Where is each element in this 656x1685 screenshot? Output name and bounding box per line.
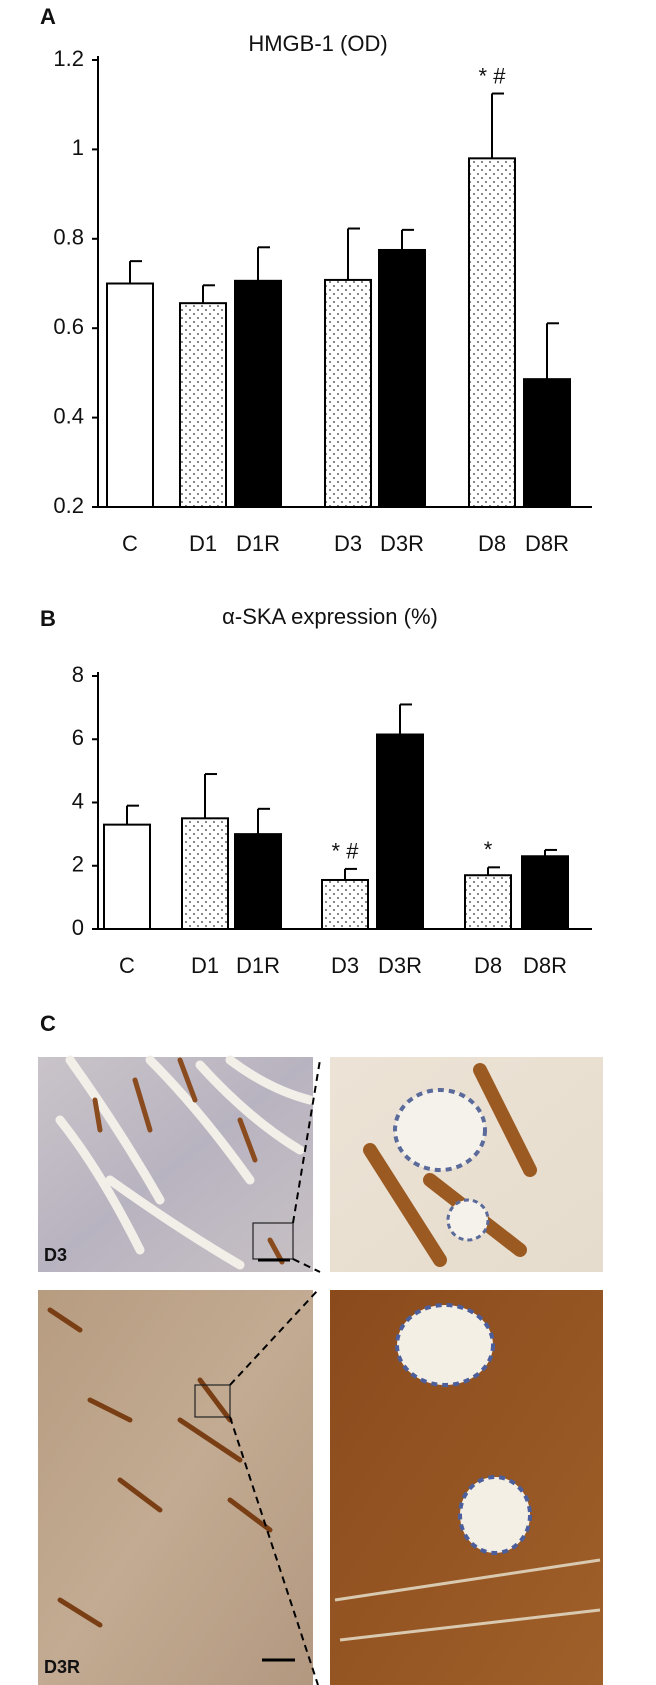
bar [103, 823, 151, 931]
y-tick-label: 0.8 [53, 225, 84, 250]
x-tick-label: D3R [380, 531, 424, 556]
bar [376, 733, 424, 930]
bar [234, 279, 282, 508]
panel-label: B [40, 606, 56, 631]
x-tick-label: D1 [191, 953, 219, 978]
bar [464, 874, 512, 930]
bar [324, 278, 372, 509]
stain [47, 1307, 273, 1628]
significance-label: * # [332, 839, 360, 864]
bar [179, 302, 227, 508]
y-tick-label: 0.2 [53, 493, 84, 518]
significance-label: * [484, 837, 493, 862]
x-tick-label: D8 [474, 953, 502, 978]
y-tick-label: 1 [72, 135, 84, 160]
x-tick-label: D3 [334, 531, 362, 556]
x-tick-label: D1 [189, 531, 217, 556]
chart-title: HMGB-1 (OD) [248, 31, 387, 56]
stain [92, 1057, 285, 1265]
y-tick-label: 0 [72, 915, 84, 940]
bar [378, 248, 426, 508]
bar [106, 282, 154, 508]
bar [321, 878, 369, 931]
bar [523, 378, 571, 508]
bar [181, 817, 229, 930]
x-tick-label: C [119, 953, 135, 978]
micrograph-panel: C D3 D3R [38, 1011, 603, 1685]
y-tick-label: 2 [72, 852, 84, 877]
micrograph [38, 1290, 313, 1685]
x-tick-label: D8 [478, 531, 506, 556]
bar [521, 855, 569, 931]
panel-label: C [40, 1011, 56, 1036]
tissue-gaps [334, 1558, 601, 1642]
y-tick-label: 6 [72, 725, 84, 750]
image-label: D3 [44, 1245, 67, 1265]
panel-label: A [40, 4, 56, 29]
x-tick-label: D8R [523, 953, 567, 978]
x-tick-label: D3R [378, 953, 422, 978]
y-tick-label: 0.6 [53, 314, 84, 339]
chart-title: α-SKA expression (%) [222, 604, 438, 629]
bar [468, 157, 516, 508]
tissue-gaps [55, 1055, 315, 1270]
y-tick-label: 0.4 [53, 403, 84, 428]
y-tick-label: 4 [72, 788, 84, 813]
significance-label: * # [479, 63, 507, 88]
zoom-connector [229, 1059, 321, 1685]
x-tick-label: D3 [331, 953, 359, 978]
x-tick-label: D8R [525, 531, 569, 556]
x-tick-label: D1R [236, 531, 280, 556]
x-tick-label: C [122, 531, 138, 556]
bar [234, 833, 282, 930]
y-tick-label: 8 [72, 662, 84, 687]
y-tick-label: 1.2 [53, 46, 84, 71]
image-label: D3R [44, 1657, 80, 1677]
x-tick-label: D1R [236, 953, 280, 978]
